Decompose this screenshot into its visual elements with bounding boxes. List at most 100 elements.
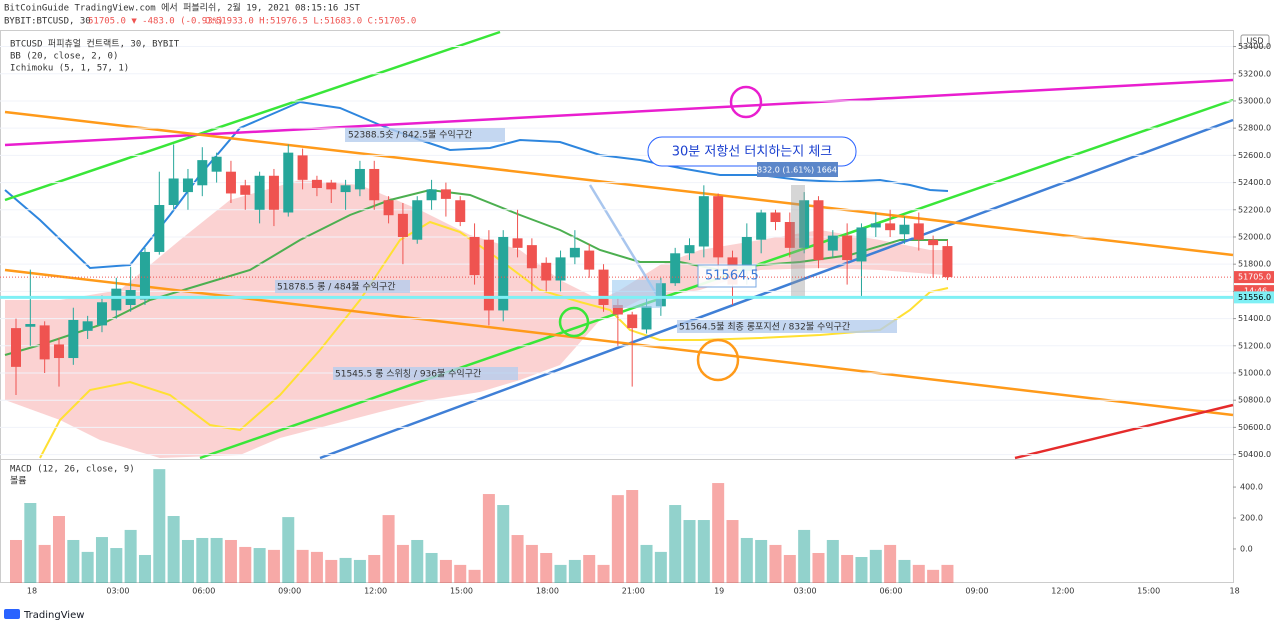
volume-bar (24, 503, 37, 583)
y2-tick-label: 0.0 (1240, 544, 1253, 553)
candle-body (225, 171, 236, 194)
candle-body (784, 222, 795, 248)
volume-bar (382, 515, 395, 583)
volume-bar (95, 537, 108, 583)
candle-body (211, 156, 222, 172)
annotation-box (677, 320, 897, 333)
candle-body (842, 235, 853, 261)
candle-body (168, 178, 179, 206)
x-tick-label: 21:00 (622, 587, 645, 596)
candle-body (526, 245, 537, 269)
candle-body (698, 196, 709, 247)
candle-body (240, 185, 251, 195)
x-tick-label: 15:00 (450, 587, 473, 596)
candle-body (584, 250, 595, 270)
trendline (319, 118, 1234, 460)
volume-bar (654, 551, 667, 583)
candle-body (455, 200, 466, 223)
candle-body (713, 196, 724, 258)
volume-bar (912, 564, 925, 583)
x-tick-label: 18 (27, 587, 37, 596)
candle-body (426, 189, 437, 201)
candle-body (297, 155, 308, 180)
candle-body (598, 269, 609, 305)
y-tick-label: 52800.0 (1238, 124, 1271, 133)
candle-body (39, 325, 50, 360)
data-layer (0, 46, 1233, 583)
candle-body (641, 306, 652, 330)
trendline (4, 110, 1234, 257)
candle-body (139, 251, 150, 300)
candle-body (182, 178, 193, 193)
volume-bar (941, 564, 954, 583)
volume-bar (396, 544, 409, 583)
brand: TradingView (23, 610, 84, 621)
x-tick-label: 12:00 (364, 587, 387, 596)
volume-bar (611, 495, 624, 583)
annotations: 52388.5숏 / 842.5불 수익구간 51878.5 롱 / 484불 … (275, 85, 897, 382)
candle-body (555, 257, 566, 281)
volume-bar (110, 548, 123, 583)
annotation-box (275, 280, 410, 293)
candle-body (197, 160, 208, 186)
volume-bar (153, 469, 166, 583)
candle-body (512, 238, 523, 248)
candle-body (283, 152, 294, 213)
x-tick-label: 09:00 (278, 587, 301, 596)
header-symbol: BYBIT:BTCUSD, 30 (4, 17, 91, 27)
x-tick-label: 03:00 (794, 587, 817, 596)
volume-bar (310, 551, 323, 583)
candle-body (25, 324, 36, 327)
measure-text: 832.0 (1.61%) 1664 (757, 166, 837, 175)
bb-middle (4, 188, 948, 356)
volume-bar (425, 552, 438, 583)
volume-bar (583, 554, 596, 583)
candle-body (813, 200, 824, 261)
candle-body (942, 246, 953, 278)
volume-bar (755, 539, 768, 583)
volume-bar (339, 557, 352, 583)
price-note: 51564.5 (705, 269, 759, 284)
trendline (1014, 403, 1234, 460)
bb-upper (4, 100, 949, 270)
smiley (558, 306, 590, 338)
candle-body (397, 213, 408, 237)
candle-body (96, 302, 107, 326)
volume-bar (927, 569, 940, 583)
x-tick-label: 18 (1230, 587, 1240, 596)
header-title: BitCoinGuide TradingView.com 에서 퍼블리쉬, 2월… (4, 2, 361, 14)
volume-bar (124, 529, 137, 583)
candle-body (899, 224, 910, 235)
x-tick-label: 06:00 (192, 587, 215, 596)
y-tick-label: 50400.0 (1238, 450, 1271, 459)
price-note-box (697, 264, 757, 288)
annotation: 51564.5불 최종 롱포지션 / 832불 수익구간 (679, 321, 850, 333)
legend-item: 볼륨 (10, 476, 27, 487)
annotation: 51545.5 롱 스위칭 / 936불 수익구간 (335, 368, 481, 380)
volume-bar (726, 520, 739, 583)
volume-bar (697, 520, 710, 583)
volume-bar (869, 549, 882, 583)
y-tick-label: 51800.0 (1238, 260, 1271, 269)
candle-body (913, 223, 924, 240)
candle-body (483, 239, 494, 311)
candle-body (541, 262, 552, 281)
y-tick-label: 52000.0 (1238, 232, 1271, 241)
annotation-box (345, 128, 505, 142)
y-tick-label: 50600.0 (1238, 423, 1271, 432)
volume-bar (640, 544, 653, 583)
candle-body (383, 200, 394, 216)
candle-body (440, 189, 451, 199)
volume-bar (482, 494, 495, 583)
volume-bar (282, 517, 295, 583)
callout (647, 136, 857, 167)
volume-bar (368, 554, 381, 583)
candle-body (928, 239, 939, 246)
volume-bar (884, 544, 897, 583)
smiley (696, 338, 740, 382)
candle-body (498, 236, 509, 311)
volume-bar (669, 505, 682, 583)
legend-item: BTCUSD 퍼피츄얼 컨트랙트, 30, BYBIT (10, 39, 180, 50)
candle-body (469, 236, 480, 276)
y-tick-label: 52200.0 (1238, 205, 1271, 214)
